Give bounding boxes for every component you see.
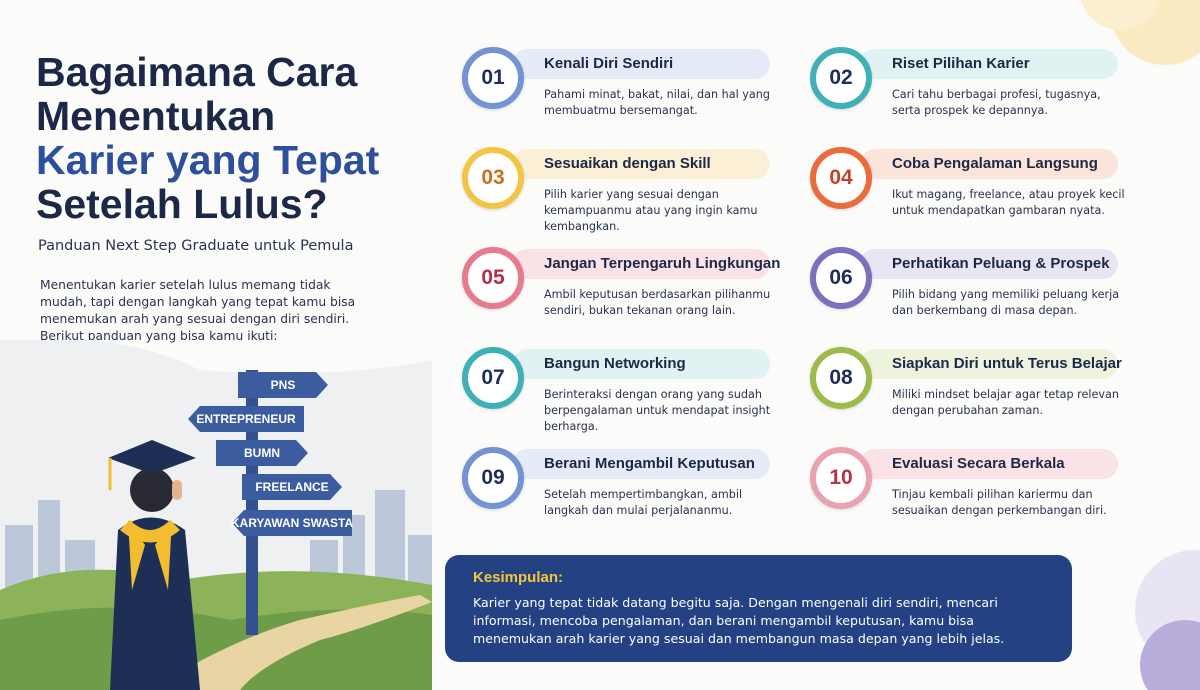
step-pill [512,349,770,379]
step: 07 Bangun Networking Berinteraksi dengan o… [460,347,790,442]
step-title: Riset Pilihan Karier [892,55,1030,72]
step-pill [860,349,1118,379]
step-pill [512,149,770,179]
title: Bagaimana Cara Menentukan Karier yang Te… [36,50,436,226]
step-title: Kenali Diri Sendiri [544,55,674,72]
subtitle: Panduan Next Step Graduate untuk Pemula [38,238,354,254]
intro: Menentukan karier setelah lulus memang t… [40,278,356,343]
title-line: Menentukan [36,93,276,139]
sign [188,406,304,432]
step: 09 Berani Mengambil Keputusan Setelah memp… [460,447,790,542]
sign-label: PNS [271,378,296,392]
step-title: Bangun Networking [544,355,686,372]
step-number: 06 [810,247,872,309]
step: 03 Sesuaikan dengan Skill Pilih karier yan… [460,147,790,242]
step-description: Setelah mempertimbangkan, ambil langkah … [544,488,743,517]
step-title: Siapkan Diri untuk Terus Belajar [892,355,1122,372]
title-line: Bagaimana Cara [36,49,358,95]
step-pill [860,149,1118,179]
step-description: Tinjau kembali pilihan kariermu dan sesu… [892,488,1107,517]
step: 05 Jangan Terpengaruh Lingkungan Ambil kep… [460,247,790,342]
step-description: Pilih karier yang sesuai dengan kemampua… [544,188,758,233]
sign-label: FREELANCE [255,480,328,494]
sign [216,440,308,466]
step-number: 01 [462,47,524,109]
step: 10 Evaluasi Secara Berkala Tinjau kembali … [808,447,1138,542]
step-description: Berinteraksi dengan orang yang sudah ber… [544,388,771,433]
step-description: Cari tahu berbagai profesi, tugasnya, se… [892,88,1101,117]
step-number: 07 [462,347,524,409]
step: 06 Perhatikan Peluang & Prospek Pilih bida… [808,247,1138,342]
step-title: Jangan Terpengaruh Lingkungan [544,255,781,272]
step-description: Ambil keputusan berdasarkan pilihanmu se… [544,288,771,317]
step-title: Coba Pengalaman Langsung [892,155,1098,172]
step: 08 Siapkan Diri untuk Terus Belajar Miliki… [808,347,1138,442]
step-pill [512,449,770,479]
sign-label: KARYAWAN SWASTA [231,516,354,530]
step-pill [860,249,1118,279]
step: 04 Coba Pengalaman Langsung Ikut magang, f… [808,147,1138,242]
step-title: Perhatikan Peluang & Prospek [892,255,1110,272]
sign [242,474,342,500]
step-number: 03 [462,147,524,209]
step-description: Pilih bidang yang memiliki peluang kerja… [892,288,1120,317]
illustration: PNS ENTREPRENEUR BUMN FREELANCE KARYAWAN SWA… [0,340,432,690]
step-title: Berani Mengambil Keputusan [544,455,755,472]
step-number: 09 [462,447,524,509]
step-title: Sesuaikan dengan Skill [544,155,711,172]
step-title: Evaluasi Secara Berkala [892,455,1065,472]
conclusion-title: Kesimpulan: [473,569,564,586]
conclusion: Kesimpulan: Karier yang tepat tidak data… [445,555,1072,662]
sign [232,510,352,536]
conclusion-text: Karier yang tepat tidak datang begitu sa… [473,595,1005,646]
title-line: Setelah Lulus? [36,181,328,227]
step-number: 10 [810,447,872,509]
title-line: Karier yang Tepat [36,137,380,183]
step-pill [512,249,770,279]
step-number: 08 [810,347,872,409]
step-number: 02 [810,47,872,109]
step-pill [860,449,1118,479]
step-number: 05 [462,247,524,309]
sign-label: BUMN [244,446,280,460]
step-number: 04 [810,147,872,209]
step-pill [860,49,1118,79]
step-description: Ikut magang, freelance, atau proyek keci… [892,188,1125,217]
step-pill [512,49,770,79]
step-description: Miliki mindset belajar agar tetap releva… [892,388,1119,417]
step-description: Pahami minat, bakat, nilai, dan hal yang… [544,88,770,117]
sign [238,372,328,398]
sign-label: ENTREPRENEUR [196,412,296,426]
step: 02 Riset Pilihan Karier Cari tahu berbagai… [808,47,1138,142]
step: 01 Kenali Diri Sendiri Pahami minat, bakat… [460,47,790,142]
